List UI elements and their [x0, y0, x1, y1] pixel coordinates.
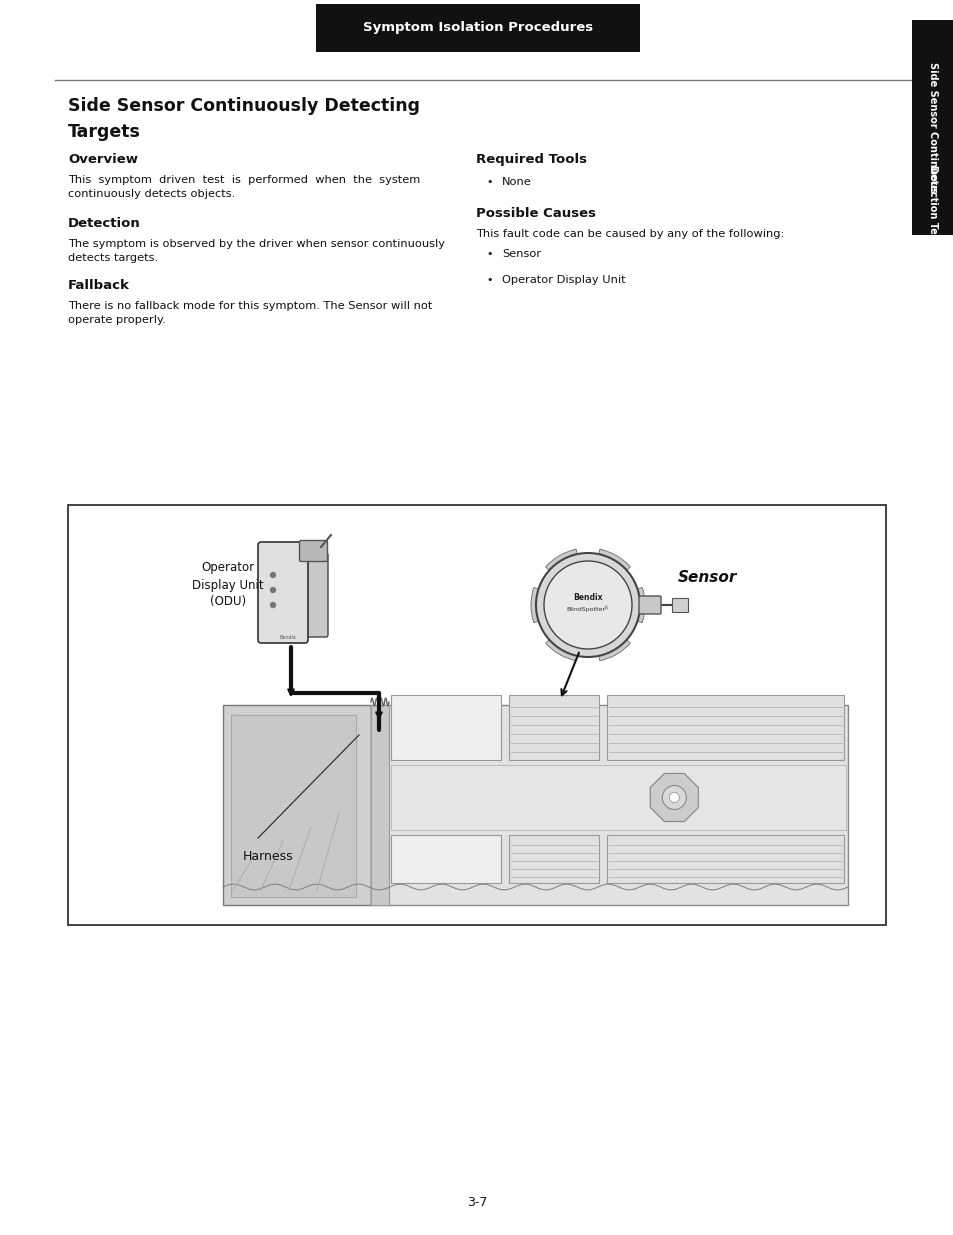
Text: There is no fallback mode for this symptom. The Sensor will not
operate properly: There is no fallback mode for this sympt…	[68, 301, 432, 325]
Bar	[68, 505, 885, 925]
Wedge shape	[632, 588, 644, 622]
Bar	[509, 835, 598, 883]
FancyBboxPatch shape	[298, 553, 328, 637]
Circle shape	[271, 588, 275, 593]
Polygon shape	[650, 773, 698, 821]
Text: Bendix: Bendix	[279, 635, 296, 640]
Bar	[606, 695, 843, 760]
Wedge shape	[545, 636, 578, 661]
Bar	[671, 598, 687, 613]
Text: Possible Causes: Possible Causes	[476, 207, 596, 220]
Text: ®: ®	[602, 606, 607, 611]
FancyBboxPatch shape	[257, 542, 308, 643]
Text: Required Tools: Required Tools	[476, 153, 586, 165]
Circle shape	[669, 793, 679, 803]
Bar	[391, 835, 500, 883]
Text: BlindSpotter: BlindSpotter	[566, 606, 605, 611]
Bar	[371, 705, 389, 905]
Text: This fault code can be caused by any of the following:: This fault code can be caused by any of …	[476, 228, 783, 240]
Circle shape	[271, 573, 275, 578]
Text: The symptom is observed by the driver when sensor continuously
detects targets.: The symptom is observed by the driver wh…	[68, 240, 444, 263]
Text: Fallback: Fallback	[68, 279, 130, 291]
Text: Harness: Harness	[243, 850, 294, 863]
Text: •: •	[485, 177, 492, 186]
Bar	[509, 695, 598, 760]
Circle shape	[536, 553, 639, 657]
Wedge shape	[545, 550, 578, 573]
Text: Detection Test: Detection Test	[927, 165, 937, 245]
Text: Operator Display Unit: Operator Display Unit	[501, 275, 625, 285]
Text: Side Sensor Continuous: Side Sensor Continuous	[927, 62, 937, 194]
Bar	[371, 705, 847, 905]
FancyBboxPatch shape	[299, 541, 327, 562]
Text: Operator
Display Unit
(ODU): Operator Display Unit (ODU)	[192, 562, 264, 609]
Bar	[315, 4, 639, 52]
Circle shape	[543, 561, 631, 650]
Wedge shape	[531, 588, 542, 622]
Text: Side Sensor Continuously Detecting: Side Sensor Continuously Detecting	[68, 98, 419, 115]
Text: None: None	[501, 177, 531, 186]
Circle shape	[271, 603, 275, 608]
FancyBboxPatch shape	[639, 597, 660, 614]
Text: Overview: Overview	[68, 153, 138, 165]
Text: Symptom Isolation Procedures: Symptom Isolation Procedures	[362, 21, 593, 35]
Bar	[223, 705, 371, 905]
Wedge shape	[598, 550, 630, 573]
Text: 3-7: 3-7	[466, 1197, 487, 1209]
Bar	[606, 835, 843, 883]
Text: Detection: Detection	[68, 217, 141, 230]
Text: Sensor: Sensor	[501, 249, 540, 259]
Text: This  symptom  driven  test  is  performed  when  the  system
continuously detec: This symptom driven test is performed wh…	[68, 175, 420, 199]
Text: Sensor: Sensor	[678, 569, 737, 584]
Bar	[391, 695, 500, 760]
Text: Bendix: Bendix	[573, 593, 602, 601]
Text: Targets: Targets	[68, 124, 141, 141]
Bar	[391, 764, 845, 830]
Wedge shape	[598, 636, 630, 661]
Bar	[911, 20, 953, 235]
Circle shape	[661, 785, 685, 809]
Text: •: •	[485, 275, 492, 285]
Bar	[231, 715, 355, 897]
Text: •: •	[485, 249, 492, 259]
